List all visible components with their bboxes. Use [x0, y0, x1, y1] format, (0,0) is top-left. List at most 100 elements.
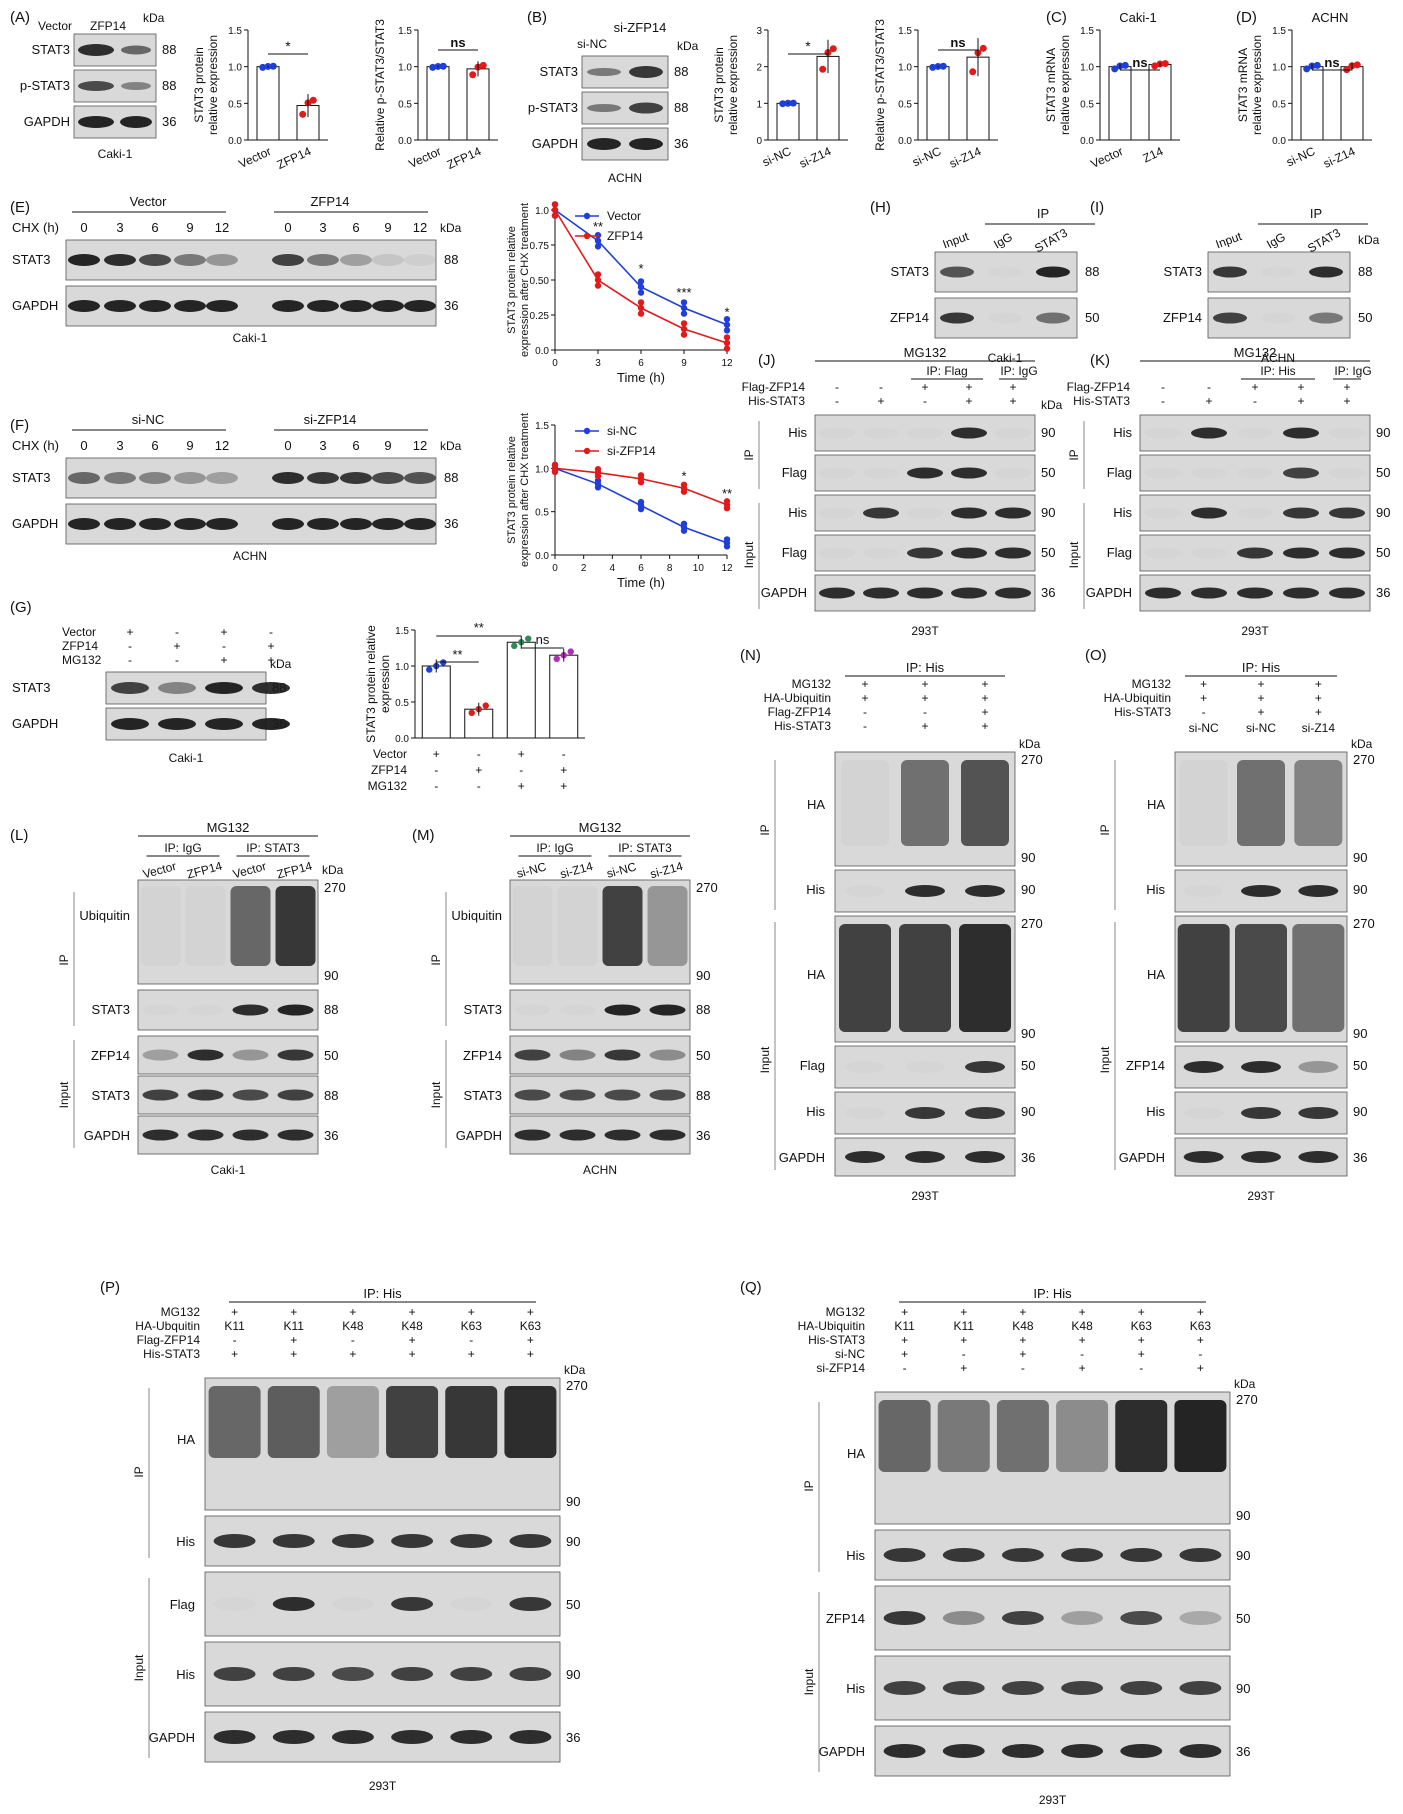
condition-sign: +: [173, 639, 180, 653]
blot-band: [905, 1107, 945, 1119]
blot-band: [604, 1129, 641, 1141]
blot-band: [277, 1129, 314, 1141]
data-point: [426, 666, 433, 673]
blot-band: [206, 300, 238, 312]
y-tick-label: 0.0: [1080, 136, 1094, 147]
blot-band: [391, 1597, 434, 1611]
time-label: 3: [116, 438, 123, 453]
data-point: [1151, 62, 1159, 70]
blot-band: [1145, 468, 1181, 479]
blot-band: [139, 472, 171, 484]
kda-marker: 90: [1236, 1548, 1250, 1563]
blot-row-label: GAPDH: [779, 1150, 825, 1165]
blot-band: [560, 1005, 596, 1016]
data-point: [1161, 60, 1169, 68]
blot-band: [883, 1681, 926, 1695]
kda-marker: 90: [566, 1667, 580, 1682]
y-axis-label: STAT3 protein relative: [506, 226, 518, 334]
significance-label: *: [805, 38, 811, 54]
lane-label: ZFP14: [90, 19, 126, 33]
ip-header: IP: His: [1242, 660, 1281, 675]
condition-sign: +: [921, 380, 928, 394]
cell-line-label: 293T: [369, 1779, 397, 1793]
kda-marker: 270: [566, 1378, 588, 1393]
condition-sign: +: [1205, 394, 1212, 408]
condition-sign: -: [863, 705, 867, 719]
x-category-label: si-NC: [910, 144, 943, 170]
blot-band: [174, 472, 206, 484]
data-point: [637, 299, 645, 306]
condition-sign: +: [1200, 677, 1207, 691]
condition-sign: -: [1021, 1361, 1025, 1375]
blot-band: [450, 1730, 493, 1744]
significance-label: ns: [450, 35, 465, 50]
y-tick-label: 1.0: [898, 63, 912, 74]
condition-sign: +: [1138, 1347, 1145, 1361]
blot-band: [1120, 1548, 1163, 1562]
blot-band: [1309, 312, 1343, 324]
blot-band: [907, 428, 943, 439]
y-tick-label: 0.5: [395, 698, 409, 709]
condition-label: HA-Ubiquitin: [764, 691, 831, 705]
blot-band: [509, 1667, 552, 1681]
blot-band: [1329, 547, 1365, 559]
kda-marker: 88: [444, 470, 458, 485]
condition-sign: -: [835, 394, 839, 408]
condition-sign: K11: [284, 1319, 305, 1333]
kda-marker: 90: [1041, 505, 1055, 520]
x-tick-label: 10: [693, 563, 705, 574]
bar: [926, 66, 950, 141]
y-tick-label: 0.5: [535, 508, 549, 519]
data-point: [829, 45, 837, 53]
y-axis-label: expression after CHX treatment: [519, 203, 531, 357]
time-label: 6: [151, 438, 158, 453]
blot-band: [68, 472, 100, 484]
kda-marker: 36: [324, 1128, 338, 1143]
condition-sign: -: [562, 747, 566, 761]
blot-band: [819, 587, 855, 599]
data-point: [637, 283, 645, 291]
blot-band: [450, 1597, 492, 1611]
time-label: 6: [151, 220, 158, 235]
blot-band: [629, 66, 663, 78]
significance-label: *: [724, 304, 729, 319]
y-tick-label: 1.5: [1080, 26, 1094, 37]
condition-sign: +: [433, 747, 440, 761]
panel-letter: (L): [10, 827, 28, 844]
lane-label: ZFP14: [185, 859, 224, 882]
condition-sign: +: [220, 625, 227, 639]
blot-background: [204, 1641, 561, 1707]
bar: [421, 665, 451, 739]
condition-label: Vector: [62, 625, 96, 639]
blot-band: [277, 1089, 314, 1101]
smear-band: [230, 886, 271, 966]
blot-band: [940, 266, 974, 278]
data-point: [979, 44, 987, 52]
blot-band: [514, 1089, 551, 1101]
cell-line-label: 293T: [911, 1189, 939, 1203]
kda-marker: 88: [1358, 264, 1372, 279]
kda-marker: 50: [696, 1048, 710, 1063]
cell-line-label: 293T: [911, 624, 939, 638]
blot-row-label: GAPDH: [819, 1744, 865, 1759]
y-tick-label: 0.5: [398, 99, 412, 110]
blot-band: [120, 116, 152, 128]
condition-label: Flag-ZFP14: [768, 705, 832, 719]
kda-marker: 50: [324, 1048, 338, 1063]
condition-sign: +: [1138, 1333, 1145, 1347]
y-tick-label: 1.0: [395, 662, 409, 673]
blot-band: [1283, 547, 1319, 559]
condition-sign: -: [175, 653, 179, 667]
cell-line-label: ACHN: [233, 549, 267, 563]
condition-sign: +: [1343, 394, 1350, 408]
blot-band: [174, 254, 206, 266]
y-tick-label: 1.5: [228, 26, 242, 37]
kda-marker: 90: [1353, 1104, 1367, 1119]
condition-sign: +: [409, 1305, 416, 1319]
blot-band: [272, 518, 304, 530]
condition-sign: +: [960, 1305, 967, 1319]
data-point: [680, 310, 688, 317]
y-tick-label: 0.5: [1272, 99, 1286, 110]
condition-sign: -: [1253, 394, 1257, 408]
data-point: [680, 481, 688, 488]
